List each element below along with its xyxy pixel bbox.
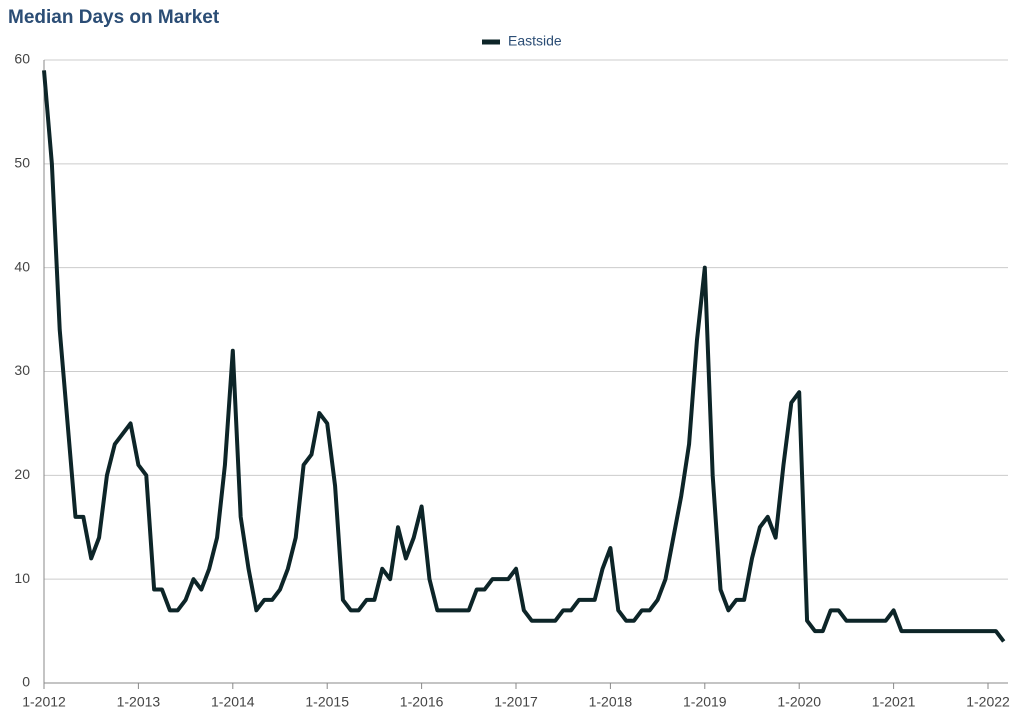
y-tick-label: 0 bbox=[22, 674, 30, 690]
x-tick-label: 1-2020 bbox=[777, 694, 821, 710]
series-line bbox=[42, 70, 1006, 643]
x-tick-label: 1-2019 bbox=[683, 694, 727, 710]
y-tick-label: 20 bbox=[14, 466, 30, 482]
x-tick-label: 1-2022 bbox=[966, 694, 1010, 710]
y-tick-label: 30 bbox=[14, 362, 30, 378]
y-tick-label: 60 bbox=[14, 51, 30, 67]
y-tick-label: 40 bbox=[14, 258, 30, 274]
chart-title: Median Days on Market bbox=[8, 7, 220, 28]
legend-label: Eastside bbox=[508, 33, 562, 49]
x-tick-label: 1-2014 bbox=[211, 694, 255, 710]
x-tick-label: 1-2021 bbox=[872, 694, 916, 710]
x-tick-label: 1-2018 bbox=[589, 694, 633, 710]
y-tick-label: 50 bbox=[14, 155, 30, 171]
x-tick-label: 1-2013 bbox=[117, 694, 161, 710]
x-tick-label: 1-2016 bbox=[400, 694, 444, 710]
x-tick-label: 1-2015 bbox=[305, 694, 349, 710]
x-tick-label: 1-2017 bbox=[494, 694, 538, 710]
y-tick-label: 10 bbox=[14, 570, 30, 586]
x-tick-label: 1-2012 bbox=[22, 694, 66, 710]
